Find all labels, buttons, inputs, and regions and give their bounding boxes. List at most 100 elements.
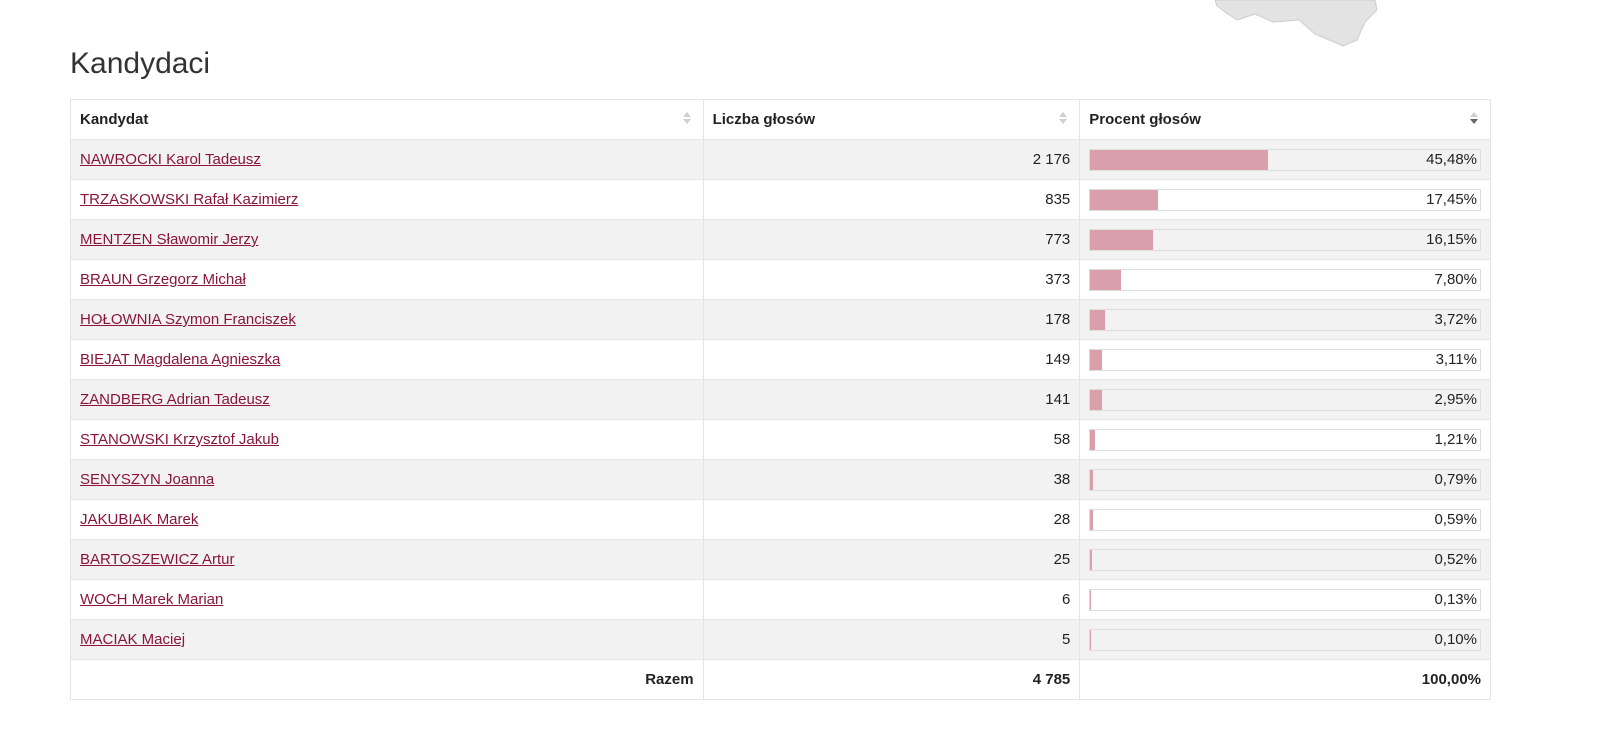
percent-label: 0,59% — [1434, 510, 1477, 528]
table-row: TRZASKOWSKI Rafał Kazimierz 835 17,45% — [70, 179, 1491, 220]
percent-label: 1,21% — [1434, 430, 1477, 448]
candidate-cell: BRAUN Grzegorz Michał — [70, 259, 704, 300]
percent-bar-fill — [1090, 269, 1121, 290]
votes-cell: 2 176 — [702, 139, 1081, 180]
total-votes: 4 785 — [702, 659, 1081, 700]
votes-cell: 25 — [702, 539, 1081, 580]
candidate-link[interactable]: BRAUN Grzegorz Michał — [80, 271, 246, 288]
percent-cell: 0,79% — [1079, 459, 1491, 500]
table-row: JAKUBIAK Marek 28 0,59% — [70, 499, 1491, 540]
column-header-votes[interactable]: Liczba głosów — [702, 99, 1081, 140]
percent-label: 3,11% — [1435, 350, 1477, 368]
percent-bar-fill — [1090, 429, 1095, 450]
candidate-link[interactable]: SENYSZYN Joanna — [80, 471, 215, 488]
sort-icon[interactable] — [1059, 110, 1068, 128]
candidate-cell: MACIAK Maciej — [70, 619, 704, 660]
percent-bar: 2,95% — [1089, 388, 1481, 411]
candidate-link[interactable]: BARTOSZEWICZ Artur — [80, 551, 235, 568]
table-row: NAWROCKI Karol Tadeusz 2 176 45,48% — [70, 139, 1491, 180]
candidate-cell: JAKUBIAK Marek — [70, 499, 704, 540]
table-row: SENYSZYN Joanna 38 0,79% — [70, 459, 1491, 500]
percent-label: 2,95% — [1434, 390, 1477, 408]
candidate-link[interactable]: STANOWSKI Krzysztof Jakub — [80, 431, 279, 448]
percent-label: 7,80% — [1434, 270, 1477, 288]
table-header-row: Kandydat Liczba głosów Procent głosów — [70, 99, 1491, 140]
percent-bar: 0,79% — [1089, 468, 1481, 491]
percent-label: 0,13% — [1434, 590, 1477, 608]
table-row: MACIAK Maciej 5 0,10% — [70, 619, 1491, 660]
column-header-percent[interactable]: Procent głosów — [1079, 99, 1491, 140]
candidate-cell: WOCH Marek Marian — [70, 579, 704, 620]
candidate-link[interactable]: HOŁOWNIA Szymon Franciszek — [80, 311, 296, 328]
votes-cell: 38 — [702, 459, 1081, 500]
percent-cell: 16,15% — [1079, 219, 1491, 260]
percent-cell: 0,52% — [1079, 539, 1491, 580]
votes-cell: 178 — [702, 299, 1081, 340]
percent-bar-fill — [1090, 589, 1091, 610]
percent-bar: 1,21% — [1089, 428, 1481, 451]
percent-bar-fill — [1090, 509, 1093, 530]
candidate-cell: TRZASKOWSKI Rafał Kazimierz — [70, 179, 704, 220]
votes-cell: 373 — [702, 259, 1081, 300]
percent-bar-fill — [1090, 469, 1094, 490]
percent-cell: 2,95% — [1079, 379, 1491, 420]
percent-label: 17,45% — [1426, 190, 1477, 208]
table-row: ZANDBERG Adrian Tadeusz 141 2,95% — [70, 379, 1491, 420]
percent-cell: 1,21% — [1079, 419, 1491, 460]
percent-label: 45,48% — [1426, 150, 1477, 168]
column-header-label: Procent głosów — [1089, 111, 1201, 128]
column-header-label: Kandydat — [80, 111, 149, 128]
votes-cell: 5 — [702, 619, 1081, 660]
column-header-label: Liczba głosów — [712, 111, 816, 128]
percent-bar-fill — [1090, 349, 1103, 370]
votes-cell: 58 — [702, 419, 1081, 460]
table-row: WOCH Marek Marian 6 0,13% — [70, 579, 1491, 620]
candidate-link[interactable]: MACIAK Maciej — [80, 631, 186, 648]
candidate-link[interactable]: JAKUBIAK Marek — [80, 511, 199, 528]
column-header-candidate[interactable]: Kandydat — [70, 99, 704, 140]
votes-cell: 773 — [702, 219, 1081, 260]
table-total-row: Razem 4 785 100,00% — [70, 659, 1491, 700]
percent-bar: 0,10% — [1089, 628, 1481, 651]
percent-bar: 3,72% — [1089, 308, 1481, 331]
percent-bar-fill — [1090, 549, 1093, 570]
candidate-link[interactable]: WOCH Marek Marian — [80, 591, 224, 608]
candidate-cell: ZANDBERG Adrian Tadeusz — [70, 379, 704, 420]
votes-cell: 141 — [702, 379, 1081, 420]
map-fragment — [1215, 0, 1378, 47]
votes-cell: 835 — [702, 179, 1081, 220]
percent-label: 16,15% — [1426, 230, 1477, 248]
candidate-link[interactable]: BIEJAT Magdalena Agnieszka — [80, 351, 281, 368]
table-row: HOŁOWNIA Szymon Franciszek 178 3,72% — [70, 299, 1491, 340]
percent-bar: 45,48% — [1089, 148, 1481, 171]
candidate-link[interactable]: MENTZEN Sławomir Jerzy — [80, 231, 259, 248]
percent-bar-fill — [1090, 309, 1105, 330]
percent-bar-fill — [1090, 189, 1159, 210]
candidate-link[interactable]: TRZASKOWSKI Rafał Kazimierz — [80, 191, 299, 208]
candidate-link[interactable]: NAWROCKI Karol Tadeusz — [80, 151, 261, 168]
table-row: BARTOSZEWICZ Artur 25 0,52% — [70, 539, 1491, 580]
votes-cell: 28 — [702, 499, 1081, 540]
sort-icon[interactable] — [682, 110, 691, 128]
candidate-cell: MENTZEN Sławomir Jerzy — [70, 219, 704, 260]
table-row: BRAUN Grzegorz Michał 373 7,80% — [70, 259, 1491, 300]
percent-cell: 17,45% — [1079, 179, 1491, 220]
candidate-cell: SENYSZYN Joanna — [70, 459, 704, 500]
candidate-cell: NAWROCKI Karol Tadeusz — [70, 139, 704, 180]
percent-cell: 45,48% — [1079, 139, 1491, 180]
percent-bar-fill — [1090, 149, 1268, 170]
candidate-link[interactable]: ZANDBERG Adrian Tadeusz — [80, 391, 270, 408]
table-row: MENTZEN Sławomir Jerzy 773 16,15% — [70, 219, 1491, 260]
candidate-cell: STANOWSKI Krzysztof Jakub — [70, 419, 704, 460]
percent-bar-fill — [1090, 229, 1154, 250]
table-row: BIEJAT Magdalena Agnieszka 149 3,11% — [70, 339, 1491, 380]
percent-cell: 3,72% — [1079, 299, 1491, 340]
percent-bar: 0,52% — [1089, 548, 1481, 571]
percent-label: 3,72% — [1434, 310, 1477, 328]
sort-descending-icon[interactable] — [1470, 110, 1478, 128]
percent-bar-fill — [1090, 389, 1102, 410]
candidates-table: Kandydat Liczba głosów Procent głosów NA… — [70, 99, 1491, 700]
votes-cell: 6 — [702, 579, 1081, 620]
percent-bar: 0,13% — [1089, 588, 1481, 611]
percent-bar: 17,45% — [1089, 188, 1481, 211]
